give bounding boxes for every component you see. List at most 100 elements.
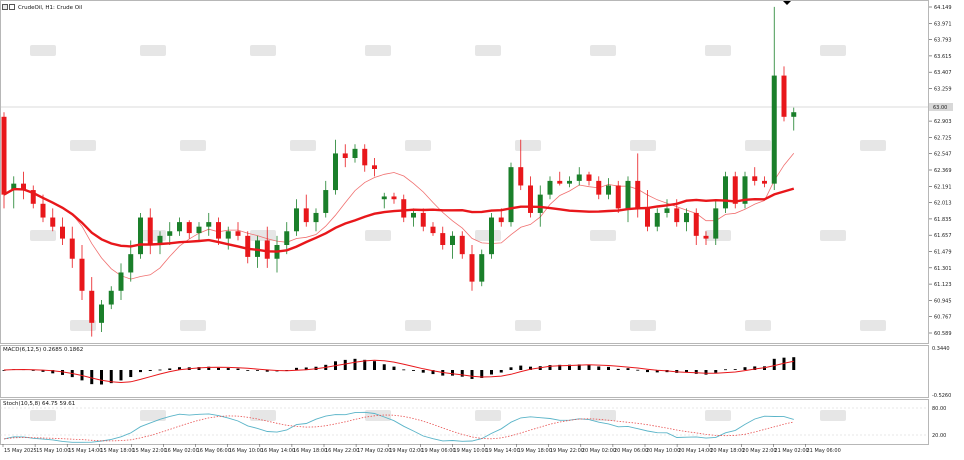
candle-body — [469, 254, 475, 282]
symbol-window-icon[interactable] — [2, 4, 15, 11]
main-panel[interactable] — [0, 0, 929, 344]
watermark-mark — [820, 410, 846, 421]
price-tick-label: 63.615 — [934, 54, 952, 60]
watermark-mark — [70, 140, 96, 151]
candle-body — [430, 226, 436, 234]
candle-body — [615, 185, 621, 209]
macd-bar — [2, 370, 6, 371]
time-tick-label: 16 May 06:00 — [197, 448, 231, 454]
macd-panel[interactable] — [0, 345, 929, 398]
watermark-mark — [705, 410, 731, 421]
macd-bar — [743, 367, 747, 370]
price-tick-label: 63.971 — [934, 21, 952, 27]
macd-bar — [207, 366, 211, 370]
time-tick-label: 20 May 02:00 — [582, 448, 616, 454]
candle-body — [128, 254, 134, 273]
macd-bar — [139, 370, 142, 373]
macd-layer — [2, 357, 796, 385]
watermark-mark — [30, 45, 56, 56]
time-tick-label: 15 May 10:00 — [36, 448, 70, 454]
macd-bar — [412, 370, 415, 371]
price-tick-label: 61.123 — [934, 282, 952, 288]
candle-body — [89, 290, 95, 323]
candle-body — [654, 212, 660, 227]
ma-thin-line — [3, 152, 795, 280]
watermark-mark — [745, 140, 771, 151]
macd-bar — [265, 370, 269, 372]
macd-bar — [607, 366, 610, 370]
time-tick-label: 16 May 10:00 — [229, 448, 263, 454]
macd-bar — [587, 364, 591, 370]
macd-bar — [343, 359, 347, 370]
candle-body — [576, 174, 582, 181]
watermark-mark — [515, 320, 541, 331]
candle-body — [596, 180, 602, 195]
macd-bar — [353, 358, 357, 370]
candle-body — [177, 222, 182, 232]
price-tick-label: 62.013 — [934, 201, 952, 207]
candle-body — [372, 165, 377, 169]
price-tick-label: 64.149 — [934, 5, 952, 11]
time-tick-label: 20 May 06:00 — [614, 448, 648, 454]
macd-bar — [685, 370, 688, 373]
macd-bar — [577, 364, 581, 370]
candle-body — [362, 148, 368, 166]
candle-body — [108, 290, 114, 305]
macd-bar — [402, 369, 406, 371]
macd-bar — [178, 367, 181, 370]
candle-body — [674, 208, 680, 223]
candle-body — [703, 235, 709, 239]
macd-bar — [753, 366, 757, 370]
candle-body — [420, 212, 426, 227]
price-tick-label: 62.191 — [934, 184, 952, 190]
candle-body — [138, 217, 143, 255]
macd-bar — [31, 370, 35, 371]
macd-bar — [236, 368, 240, 370]
macd-bar — [90, 370, 94, 385]
candle-body — [206, 222, 212, 227]
time-tick-label: 16 May 02:00 — [165, 448, 199, 454]
macd-bar — [694, 370, 698, 374]
macd-tick-top: 0.3440 — [932, 346, 950, 352]
watermark-mark — [820, 230, 846, 241]
candle-body — [323, 190, 329, 213]
candle-body — [518, 167, 524, 186]
time-tick-label: 19 May 02:00 — [389, 448, 423, 454]
macd-bar — [217, 367, 220, 370]
watermark-mark — [860, 140, 886, 151]
macd-bar — [431, 370, 435, 375]
macd-bar — [226, 368, 230, 370]
time-tick-label: 20 May 22:00 — [742, 448, 776, 454]
ma-fast — [3, 152, 795, 280]
macd-bar — [597, 366, 601, 370]
time-tick-label: 21 May 06:00 — [807, 448, 841, 454]
time-tick-label: 17 May 02:00 — [357, 448, 391, 454]
candle-body — [625, 180, 631, 209]
macd-bar — [363, 359, 367, 370]
watermark-mark — [250, 230, 276, 241]
macd-bar — [119, 370, 123, 381]
price-tick-label: 60.945 — [934, 298, 952, 304]
scroll-marker-icon[interactable] — [783, 1, 791, 5]
stoch-panel[interactable] — [0, 399, 929, 445]
candle-body — [713, 208, 719, 239]
macd-bar — [558, 364, 562, 370]
macd-bar — [616, 368, 620, 370]
macd-signal-line — [3, 359, 794, 384]
macd-bar — [460, 370, 464, 377]
candle-body — [245, 235, 251, 257]
candle-body — [401, 199, 407, 218]
macd-bar — [451, 370, 454, 376]
macd-bar — [295, 367, 298, 370]
candle-body — [723, 176, 728, 209]
price-tick-label: 60.767 — [934, 315, 952, 321]
candle-body — [547, 180, 553, 195]
candle-body — [11, 183, 17, 191]
macd-bar — [158, 369, 162, 371]
macd-bar — [246, 370, 250, 371]
macd-bar — [421, 370, 425, 373]
candle-body — [693, 212, 699, 236]
candle-body — [664, 208, 670, 213]
